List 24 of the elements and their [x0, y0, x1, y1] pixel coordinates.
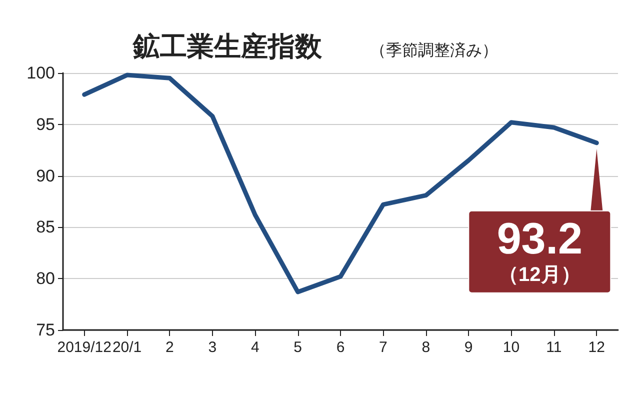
y-tick-label: 75 [36, 320, 55, 340]
line-series [82, 72, 599, 294]
x-tick-label: 3 [208, 339, 217, 356]
y-tick-label: 85 [36, 218, 55, 237]
annotation: 93.2 [496, 214, 582, 264]
y-tick-label: 95 [36, 114, 55, 134]
y-tick-label: 80 [36, 269, 55, 288]
x-tick-label: 20/1 [112, 339, 142, 356]
x-tick-label: 5 [294, 339, 302, 356]
y-tick-label: 90 [36, 166, 55, 186]
annotation: （12月） [498, 264, 581, 286]
x-tick-label: 4 [250, 339, 260, 356]
x-tick-label: 2019/12 [57, 339, 112, 356]
x-tick-label: 2 [166, 339, 174, 356]
x-tick-label: 8 [422, 339, 430, 356]
x-tick-label: 12 [588, 339, 605, 356]
x-tick-label: 6 [336, 339, 345, 356]
x-tick-label: 9 [464, 339, 473, 356]
y-tick-label: 100 [26, 64, 55, 82]
chart-subtitle: （季節調整済み） [370, 42, 498, 60]
x-tick-label: 10 [502, 339, 520, 356]
x-tick-label: 11 [546, 339, 562, 356]
x-tick-label: 7 [379, 339, 388, 356]
chart-title: 鉱工業生産指数 [132, 32, 323, 62]
